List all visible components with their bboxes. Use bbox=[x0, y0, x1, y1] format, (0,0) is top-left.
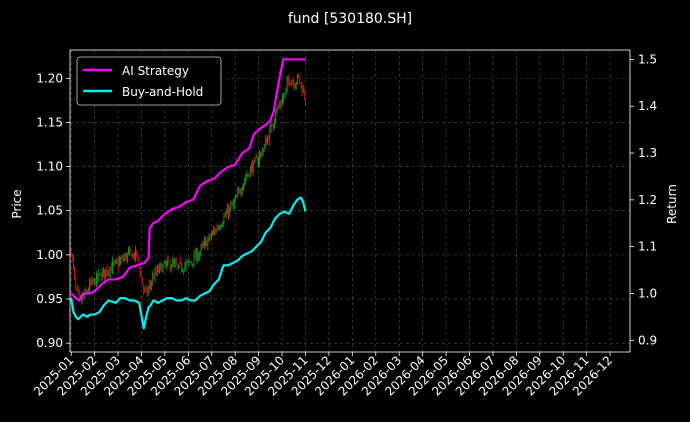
series-line-buy-and-hold bbox=[70, 196, 307, 330]
y-tick-label: 0.95 bbox=[36, 292, 63, 306]
y2-axis-label: Return bbox=[665, 184, 679, 224]
plot-frame bbox=[69, 49, 631, 353]
y2-tick-label: 1.0 bbox=[638, 286, 657, 300]
y-tick-label: 1.10 bbox=[36, 160, 63, 174]
price-bars bbox=[70, 73, 306, 306]
y-tick-label: 1.15 bbox=[36, 115, 63, 129]
y2-tick-label: 1.2 bbox=[638, 193, 657, 207]
y-tick-label: 1.00 bbox=[36, 248, 63, 262]
y2-tick-label: 1.3 bbox=[638, 146, 657, 160]
legend-label-buy-and-hold: Buy-and-Hold bbox=[122, 85, 203, 99]
y2-tick-label: 1.5 bbox=[638, 52, 657, 66]
y2-tick-label: 1.1 bbox=[638, 240, 657, 254]
y-tick-label: 1.20 bbox=[36, 71, 63, 85]
y-axis-label: Price bbox=[10, 189, 24, 218]
y-tick-label: 1.05 bbox=[36, 204, 63, 218]
right-axis-ticks: 0.9 1.0 1.1 1.2 1.3 1.4 1.5 bbox=[630, 52, 657, 347]
legend-label-ai-strategy: AI Strategy bbox=[122, 64, 189, 78]
series-lines bbox=[70, 58, 307, 330]
y2-tick-label: 0.9 bbox=[638, 333, 657, 347]
chart-title: fund [530180.SH] bbox=[288, 11, 412, 27]
legend: AI Strategy Buy-and-Hold bbox=[76, 56, 222, 106]
series-line-ai-strategy bbox=[70, 58, 306, 302]
legend-box bbox=[76, 56, 222, 106]
left-axis-ticks: 0.90 0.95 1.00 1.05 1.10 1.15 1.20 bbox=[36, 71, 70, 350]
y2-tick-label: 1.4 bbox=[638, 99, 657, 113]
y-tick-label: 0.90 bbox=[36, 336, 63, 350]
